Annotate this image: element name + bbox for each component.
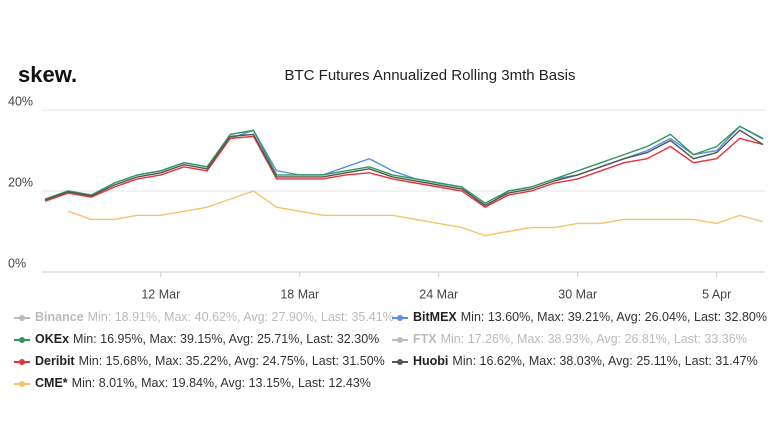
legend-name: OKEx (35, 332, 69, 346)
legend-name: Huobi (413, 354, 448, 368)
legend-item[interactable]: Deribit Min: 15.68%, Max: 35.22%, Avg: 24… (35, 354, 385, 368)
x-tick-label: 12 Mar (141, 287, 180, 301)
legend-item[interactable]: Binance Min: 18.91%, Max: 40.62%, Avg: 27… (35, 310, 394, 324)
y-tick-label: 20% (8, 175, 33, 189)
chart-title: BTC Futures Annualized Rolling 3mth Basi… (285, 67, 576, 84)
legend-item[interactable]: CME* Min: 8.01%, Max: 19.84%, Avg: 13.15%… (35, 376, 371, 390)
legend-name: FTX (413, 332, 437, 346)
legend-marker (397, 359, 403, 365)
legend-stats: Min: 13.60%, Max: 39.21%, Avg: 26.04%, L… (461, 310, 767, 324)
brand-logo: skew. (18, 62, 77, 87)
series-line (44, 129, 764, 207)
legend-name: Binance (35, 310, 84, 324)
legend-stats: Min: 16.95%, Max: 39.15%, Avg: 25.71%, L… (73, 332, 379, 346)
y-tick-label: 0% (8, 256, 26, 270)
series-line (44, 135, 764, 209)
legend-stats: Min: 8.01%, Max: 19.84%, Avg: 13.15%, La… (72, 376, 371, 390)
legend-item[interactable]: OKEx Min: 16.95%, Max: 39.15%, Avg: 25.71… (35, 332, 379, 346)
x-tick-label: 30 Mar (558, 287, 597, 301)
legend-item[interactable]: FTX Min: 17.26%, Max: 38.93%, Avg: 26.81%… (413, 332, 747, 346)
series-line (44, 125, 764, 209)
series-line (44, 125, 764, 205)
legend-stats: Min: 16.62%, Max: 38.03%, Avg: 25.11%, L… (452, 354, 757, 368)
legend-name: BitMEX (413, 310, 457, 324)
legend-name: Deribit (35, 354, 75, 368)
legend-name: CME* (35, 376, 68, 390)
legend-marker (397, 337, 403, 343)
legend-stats: Min: 18.91%, Max: 40.62%, Avg: 27.90%, L… (88, 310, 394, 324)
legend-marker (397, 315, 403, 321)
legend-marker (19, 381, 25, 387)
legend-marker (19, 315, 25, 321)
series-line (67, 190, 764, 237)
legend-marker (19, 337, 25, 343)
legend-item[interactable]: BitMEX Min: 13.60%, Max: 39.21%, Avg: 26.… (413, 310, 767, 324)
legend-stats: Min: 17.26%, Max: 38.93%, Avg: 26.81%, L… (441, 332, 747, 346)
x-tick-label: 18 Mar (280, 287, 319, 301)
legend-stats: Min: 15.68%, Max: 35.22%, Avg: 24.75%, L… (79, 354, 385, 368)
y-tick-label: 40% (8, 94, 33, 108)
legend-item[interactable]: Huobi Min: 16.62%, Max: 38.03%, Avg: 25.1… (413, 354, 758, 368)
x-tick-label: 5 Apr (702, 287, 731, 301)
x-tick-label: 24 Mar (419, 287, 458, 301)
legend-marker (19, 359, 25, 365)
